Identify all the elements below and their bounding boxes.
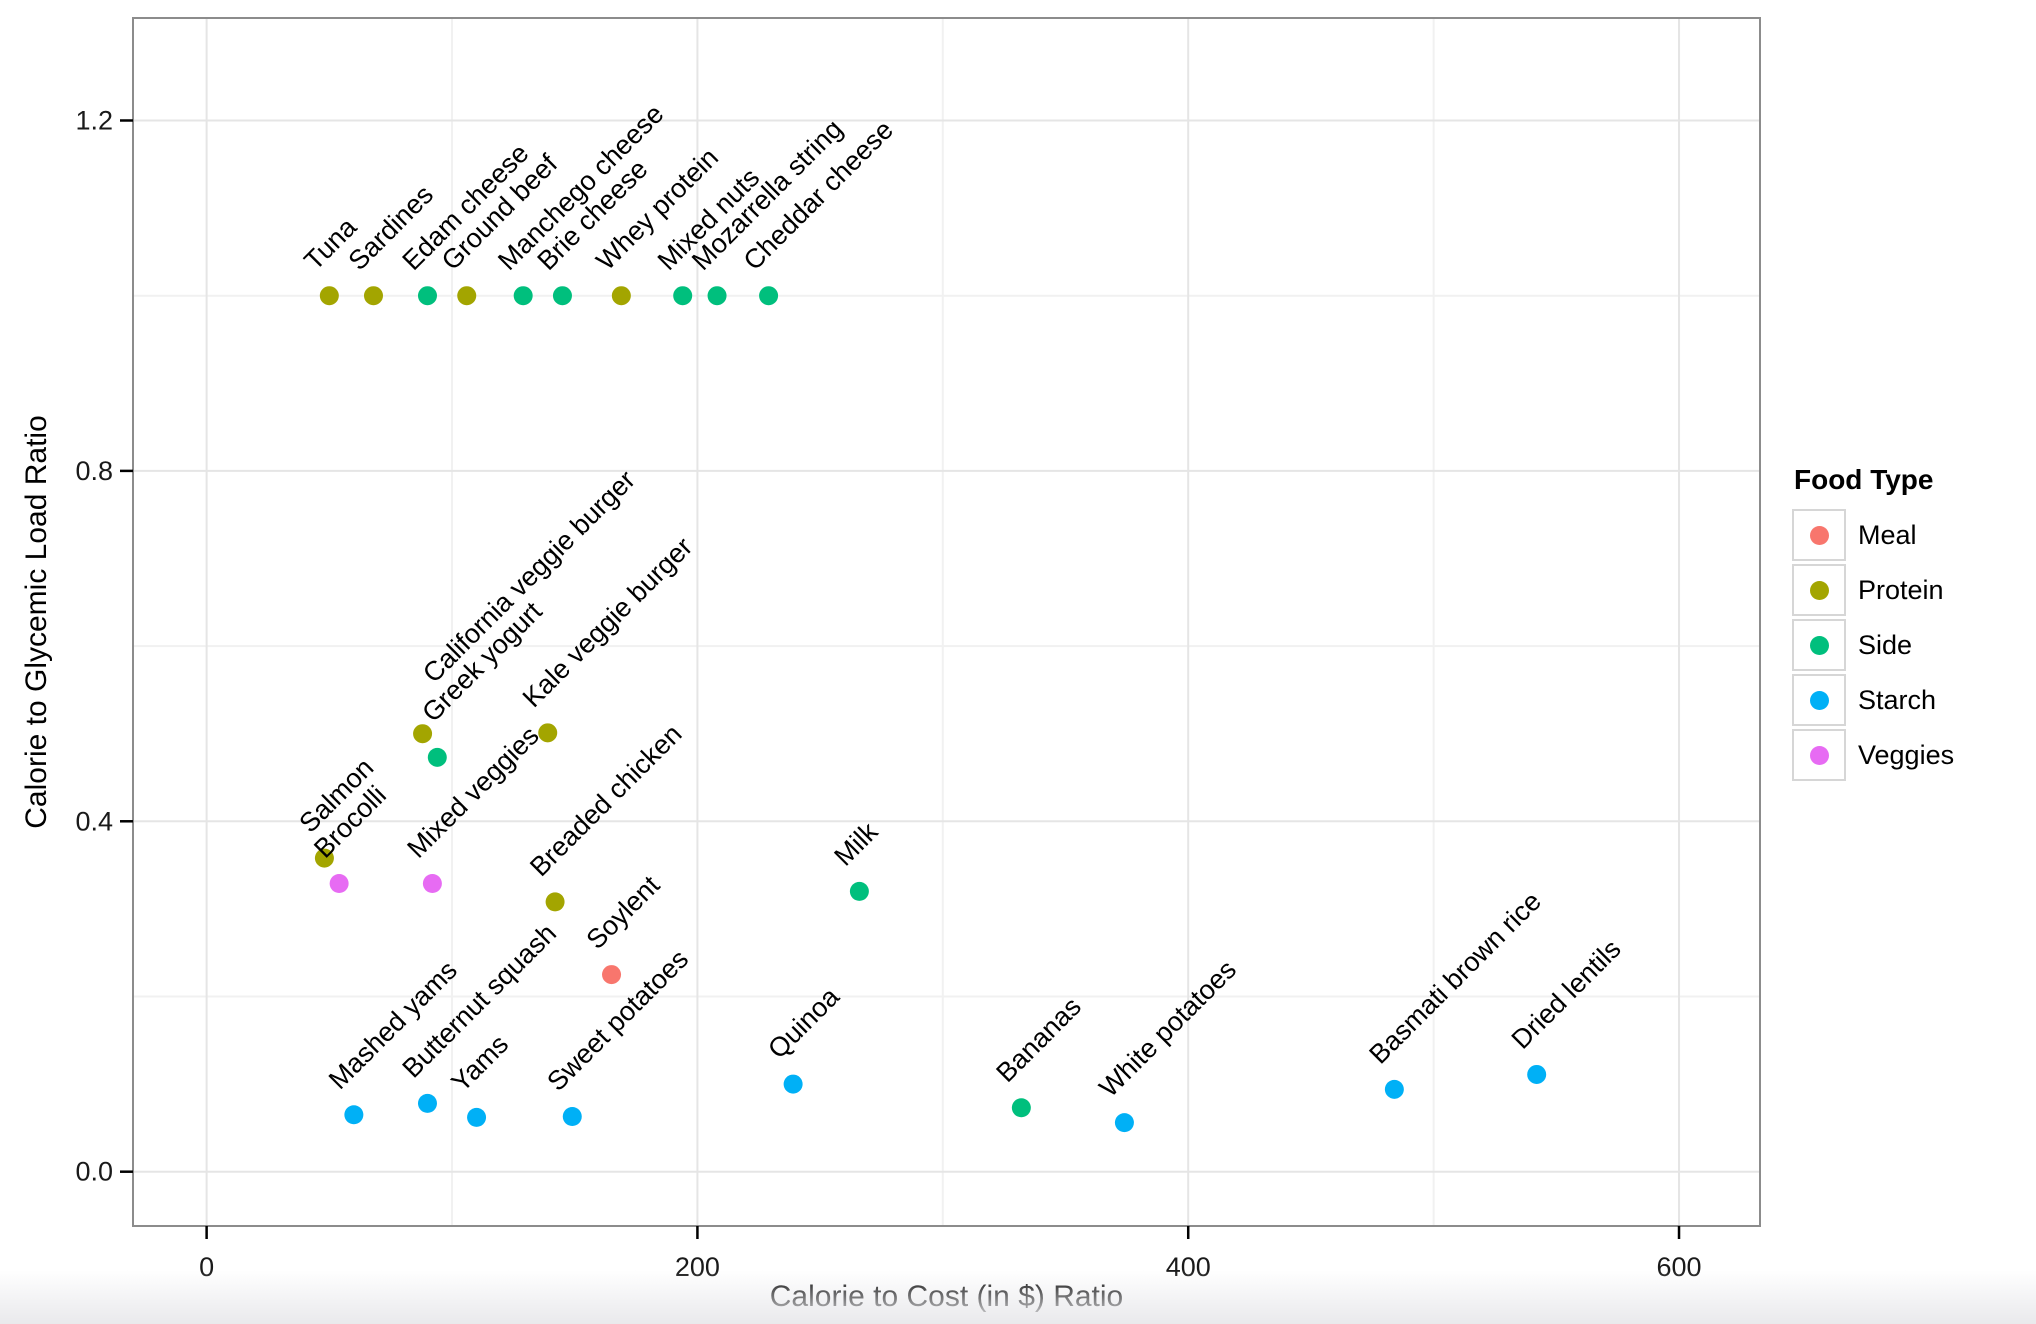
data-point [707, 286, 727, 306]
legend-key-box [1792, 619, 1846, 671]
data-point [319, 286, 339, 306]
data-point [611, 286, 631, 306]
legend-swatch-icon [1809, 745, 1829, 765]
data-point [849, 881, 869, 901]
panel-background [133, 18, 1760, 1226]
data-point [427, 747, 447, 767]
legend-title: Food Type [1794, 464, 1934, 495]
data-point [467, 1107, 487, 1127]
legend-item-veggies: Veggies [1792, 729, 2036, 781]
y-tick-label: 1.2 [75, 105, 113, 135]
data-point [1114, 1113, 1134, 1133]
x-tick-label: 200 [675, 1252, 720, 1282]
data-point [562, 1107, 582, 1127]
data-point [363, 286, 383, 306]
legend-item-meal: Meal [1792, 509, 2036, 561]
legend-item-label: Protein [1858, 574, 1944, 605]
x-axis-title: Calorie to Cost (in $) Ratio [770, 1280, 1123, 1313]
panel-border [132, 17, 1761, 1227]
y-axis-title: Calorie to Glycemic Load Ratio [20, 415, 53, 829]
legend-key-box [1792, 674, 1846, 726]
legend-key-box [1792, 564, 1846, 616]
y-tick-label: 0.0 [75, 1157, 113, 1187]
legend-swatch-icon [1809, 635, 1829, 655]
data-point [783, 1074, 803, 1094]
data-point [538, 723, 558, 743]
legend-key-box [1792, 509, 1846, 561]
legend-swatch-icon [1809, 690, 1829, 710]
legend-swatch-icon [1809, 580, 1829, 600]
data-point [422, 873, 442, 893]
data-point [314, 848, 334, 868]
data-point [417, 286, 437, 306]
legend-item-label: Veggies [1858, 739, 1955, 770]
data-point [759, 286, 779, 306]
data-point [329, 873, 349, 893]
x-tick-label: 600 [1656, 1252, 1701, 1282]
legend-item-protein: Protein [1792, 564, 2036, 616]
data-point [417, 1093, 437, 1113]
legend-item-side: Side [1792, 619, 2036, 671]
data-point [602, 965, 622, 985]
data-point [1384, 1079, 1404, 1099]
data-point [1527, 1064, 1547, 1084]
legend-swatch-icon [1809, 525, 1829, 545]
legend-item-label: Side [1858, 629, 1913, 660]
legend-item-starch: Starch [1792, 674, 2036, 726]
data-point [545, 892, 565, 912]
legend-key-box [1792, 729, 1846, 781]
data-point [513, 286, 533, 306]
data-point [552, 286, 572, 306]
y-tick-label: 0.8 [75, 456, 113, 486]
data-point [457, 286, 477, 306]
legend: Food Type Meal Protein Side Starch Veggies [1792, 464, 2036, 784]
legend-item-label: Starch [1858, 684, 1937, 715]
data-point [673, 286, 693, 306]
legend-item-label: Meal [1858, 519, 1917, 550]
x-tick-label: 400 [1166, 1252, 1211, 1282]
legend-items: Meal Protein Side Starch Veggies [1792, 509, 2036, 781]
data-point [344, 1105, 364, 1125]
x-tick-label: 0 [199, 1252, 214, 1282]
data-point [1011, 1098, 1031, 1118]
y-tick-label: 0.4 [75, 806, 113, 836]
data-point [413, 724, 433, 744]
